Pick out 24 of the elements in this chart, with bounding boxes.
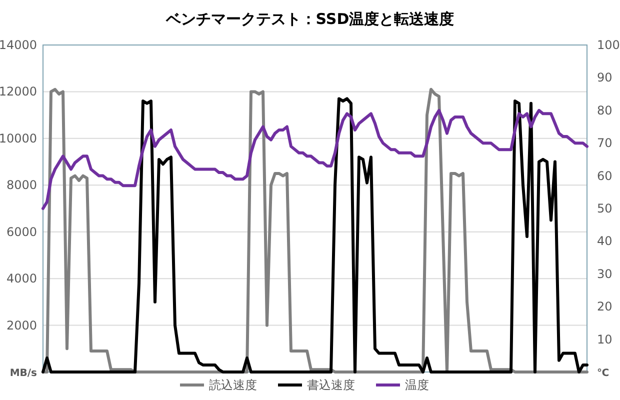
y-tick-label: 2000	[6, 318, 37, 332]
y2-tick-label: 40	[597, 234, 612, 248]
y2-tick-label: 100	[597, 38, 620, 52]
y-tick-label: 10000	[0, 131, 37, 146]
y2-tick-label: 80	[597, 103, 612, 118]
y-tick-label: 8000	[6, 178, 37, 192]
y2-tick-label: 90	[597, 70, 612, 85]
y2-tick-label: 60	[597, 168, 612, 183]
chart-title: ベンチマークテスト：SSD温度と転送速度	[164, 10, 454, 28]
legend-label: 書込速度	[307, 378, 355, 392]
y2-tick-label: 50	[597, 202, 612, 216]
y2-axis-title: ℃	[597, 368, 610, 379]
y-tick-label: 12000	[0, 84, 37, 99]
y-tick-label: 14000	[0, 38, 37, 52]
y-tick-label: 4000	[6, 272, 37, 286]
y2-tick-label: 20	[597, 300, 612, 314]
legend-label: 読込速度	[209, 378, 257, 392]
y-axis-title: MB/s	[10, 368, 38, 379]
y2-tick-label: 70	[597, 136, 612, 150]
y2-tick-label: 30	[597, 266, 612, 281]
y-tick-label: 6000	[6, 224, 37, 239]
y2-tick-label: 10	[597, 332, 612, 346]
line-series	[42, 108, 588, 210]
legend-label: 温度	[405, 378, 429, 392]
